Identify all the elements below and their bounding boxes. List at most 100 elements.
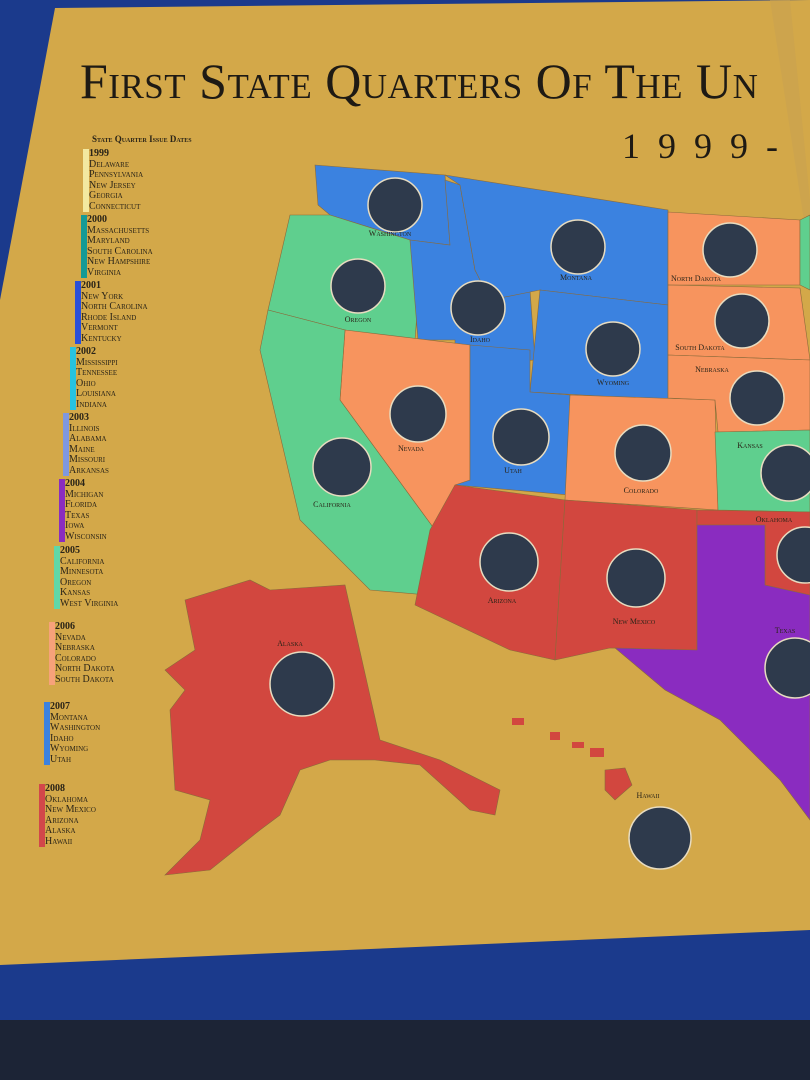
- year-range: 1999-: [622, 126, 796, 166]
- legend-color-bar: [54, 546, 60, 609]
- label-california: California: [313, 500, 351, 509]
- label-hawaii: Hawaii: [637, 791, 660, 800]
- page-title: First State Quarters Of The Un: [80, 53, 759, 109]
- legend-state: Iowa: [65, 520, 85, 531]
- label-new-mexico: New Mexico: [613, 617, 656, 626]
- legend-color-bar: [39, 784, 45, 847]
- coin-slot-colorado[interactable]: [614, 424, 672, 482]
- label-alaska: Alaska: [277, 639, 303, 648]
- legend-year: 2007: [50, 701, 70, 712]
- legend-state: Arizona: [45, 814, 79, 826]
- label-kansas: Kansas: [737, 441, 762, 450]
- coin-slot-nebraska[interactable]: [729, 370, 785, 426]
- legend-state: Tennessee: [76, 367, 118, 378]
- label-nevada: Nevada: [398, 444, 425, 453]
- legend-color-bar: [81, 215, 87, 278]
- state-texas: [614, 524, 810, 821]
- legend-state: Maine: [69, 443, 95, 455]
- legend-color-bar: [83, 149, 89, 212]
- legend-state: Washington: [50, 722, 101, 733]
- coin-slot-north-dakota[interactable]: [702, 222, 758, 278]
- label-wyoming: Wyoming: [597, 378, 630, 387]
- legend-state: North Carolina: [81, 301, 148, 312]
- label-nebraska: Nebraska: [695, 365, 729, 374]
- legend-state: New Hampshire: [87, 256, 151, 267]
- coin-slot-texas[interactable]: [764, 637, 810, 699]
- legend-year: 2000: [87, 214, 107, 225]
- legend-state: North Dakota: [55, 663, 115, 674]
- legend-state: Kansas: [60, 587, 91, 598]
- legend-state: Utah: [50, 753, 72, 765]
- legend-state: Nevada: [55, 631, 86, 643]
- legend-year: 2001: [81, 280, 101, 291]
- legend-color-bar: [44, 702, 50, 765]
- legend-state: Wisconsin: [65, 530, 107, 542]
- legend-state: West Virginia: [60, 597, 119, 609]
- coin-slot-idaho[interactable]: [450, 280, 506, 336]
- legend-group-2006: 2006 Nevada Nebraska Colorado North Dakota So…: [49, 621, 115, 685]
- state-alaska: [164, 579, 501, 876]
- legend-state: Colorado: [55, 652, 96, 664]
- legend-state: Georgia: [89, 190, 123, 201]
- legend-state: Texas: [65, 509, 90, 521]
- legend-state: Idaho: [50, 732, 74, 744]
- legend-state: Michigan: [65, 488, 104, 500]
- legend-state: Kentucky: [81, 332, 122, 344]
- coin-slot-washington[interactable]: [367, 177, 423, 233]
- legend-group-2000: 2000 Massachusetts Maryland South Carolina N…: [81, 214, 153, 278]
- label-north-dakota: North Dakota: [671, 274, 722, 283]
- coin-slot-oklahoma[interactable]: [776, 526, 810, 584]
- legend-year: 2004: [65, 478, 85, 489]
- legend-group-1999: 1999 Delaware Pennsylvania New Jersey Georgi…: [83, 148, 143, 212]
- legend-group-2001: 2001 New York North Carolina Rhode Island Ve…: [75, 280, 148, 344]
- legend-state: Louisiana: [76, 388, 116, 399]
- legend-group-2008: 2008 Oklahoma New Mexico Arizona Alaska Hawai…: [39, 783, 96, 847]
- coin-slot-montana[interactable]: [550, 219, 606, 275]
- coin-slot-hawaii[interactable]: [628, 806, 692, 870]
- legend-state: Massachusetts: [87, 224, 150, 236]
- legend-state: Delaware: [89, 158, 130, 170]
- legend-group-2002: 2002 Mississippi Tennessee Ohio Louisiana Ind…: [70, 346, 118, 410]
- label-utah: Utah: [504, 466, 522, 475]
- legend-state: Arkansas: [69, 464, 109, 476]
- coin-slot-utah[interactable]: [492, 408, 550, 466]
- legend-title: State Quarter Issue Dates: [92, 134, 192, 144]
- legend-group-2004: 2004 Michigan Florida Texas Iowa Wisconsin: [59, 478, 107, 542]
- legend-year: 2002: [76, 346, 96, 357]
- legend-group-2003: 2003 Illinois Alabama Maine Missouri Arkansas: [63, 412, 109, 476]
- state-hawaii-island: [604, 767, 633, 801]
- label-oklahoma: Oklahoma: [756, 515, 793, 524]
- label-washington: Washington: [369, 229, 412, 238]
- coin-slot-oregon[interactable]: [330, 258, 386, 314]
- legend-year: 2003: [69, 412, 89, 423]
- state-minnesota: [799, 214, 810, 291]
- legend-year: 2005: [60, 545, 80, 556]
- legend-year: 2008: [45, 783, 65, 794]
- legend-state: California: [60, 555, 105, 567]
- coin-slot-wyoming[interactable]: [585, 321, 641, 377]
- label-texas: Texas: [775, 626, 796, 635]
- legend-state: New Mexico: [45, 804, 96, 815]
- legend-year: 2006: [55, 621, 75, 632]
- coin-slot-arizona[interactable]: [479, 532, 539, 592]
- legend-color-bar: [75, 281, 81, 344]
- coin-slot-south-dakota[interactable]: [714, 293, 770, 349]
- label-idaho: Idaho: [470, 335, 491, 344]
- legend-state: Alabama: [69, 433, 107, 444]
- legend-state: Alaska: [45, 825, 76, 836]
- coin-slot-nevada[interactable]: [389, 385, 447, 443]
- coin-slot-alaska[interactable]: [269, 651, 335, 717]
- legend-state: Florida: [65, 499, 98, 510]
- legend-color-bar: [70, 347, 76, 410]
- coin-slot-new-mexico[interactable]: [606, 548, 666, 608]
- label-oregon: Oregon: [345, 315, 372, 324]
- label-montana: Montana: [560, 273, 593, 282]
- legend-state: Oregon: [60, 576, 92, 588]
- coin-slot-california[interactable]: [312, 437, 372, 497]
- coin-slot-kansas[interactable]: [760, 444, 810, 502]
- board-fold: [770, 0, 810, 260]
- legend-state: Hawaii: [45, 835, 73, 847]
- legend-group-2005: 2005 California Minnesota Oregon Kansas West …: [54, 545, 119, 609]
- legend-state: Connecticut: [89, 200, 141, 212]
- legend-state: Missouri: [69, 454, 106, 465]
